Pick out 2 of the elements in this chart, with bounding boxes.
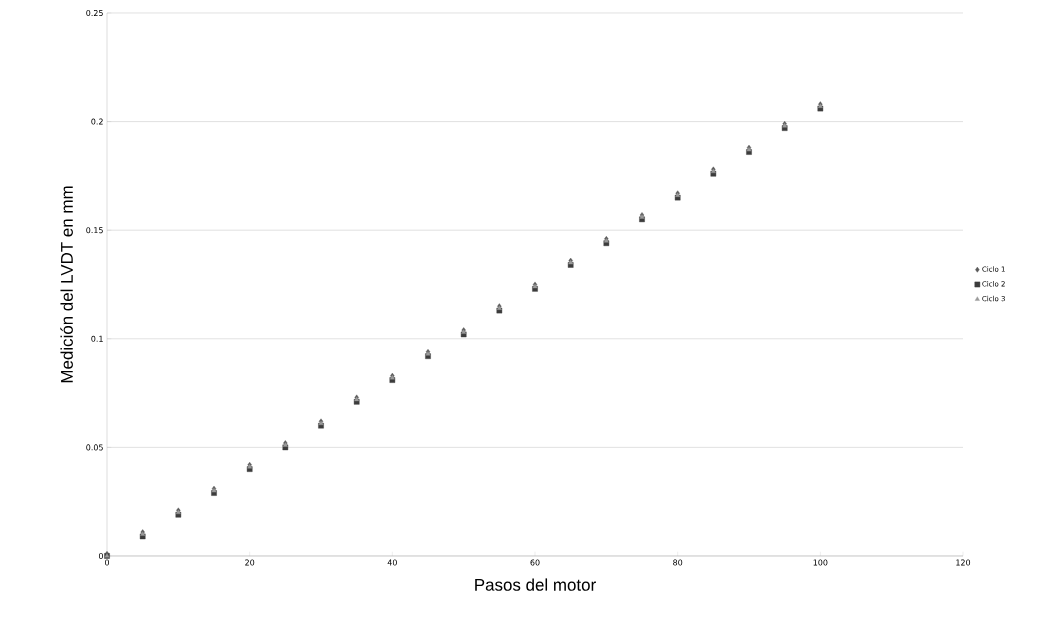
y-axis-title: Medición del LVDT en mm (60, 186, 73, 383)
x-axis-title: Pasos del motor (475, 578, 596, 591)
